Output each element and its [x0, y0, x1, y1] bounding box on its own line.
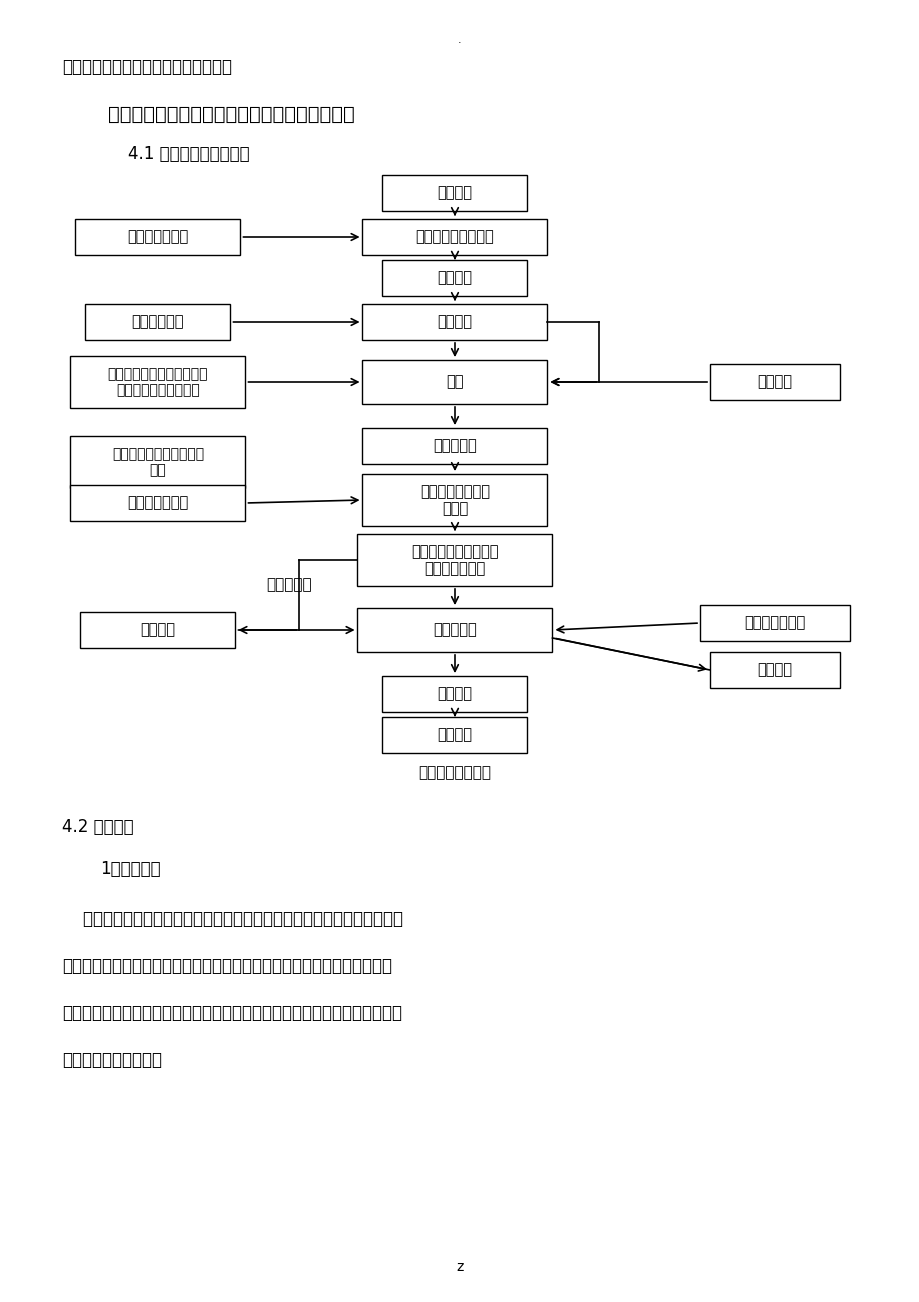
- Bar: [71, 486, 245, 521]
- Text: 序的测量工作均应按相应的程序进展。: 序的测量工作均应按相应的程序进展。: [62, 59, 232, 76]
- Text: 1）施工准备: 1）施工准备: [100, 861, 161, 878]
- Text: 埋设护筒、钻机就位: 埋设护筒、钻机就位: [415, 229, 494, 245]
- Bar: [71, 436, 245, 488]
- Text: 黏土造浆: 黏土造浆: [437, 271, 472, 285]
- Text: 二次清孔: 二次清孔: [141, 622, 176, 638]
- Bar: [699, 605, 849, 641]
- Text: 拼装导管和混凝土
土料斗: 拼装导管和混凝土 土料斗: [420, 484, 490, 516]
- Bar: [357, 608, 552, 652]
- Text: 做好钻孔记录: 做好钻孔记录: [131, 315, 184, 329]
- Text: 4.1 施工流程图见下列图: 4.1 施工流程图见下列图: [128, 145, 249, 163]
- Bar: [709, 652, 839, 687]
- Bar: [85, 303, 231, 340]
- Text: 灌注桩施工流程图: 灌注桩施工流程图: [418, 766, 491, 780]
- Text: 以免产生不均匀沉降；在施工范围内不阻碍桩基施工的场地挖好泥浆池和沉: 以免产生不均匀沉降；在施工范围内不阻碍桩基施工的场地挖好泥浆池和沉: [62, 957, 391, 975]
- Bar: [382, 676, 527, 712]
- Text: 淀池，用钢管围护并安装平安网，设警示标志，同时做好施工现场排水工作，: 淀池，用钢管围护并安装平安网，设警示标志，同时做好施工现场排水工作，: [62, 1004, 402, 1022]
- Text: 清孔: 清孔: [446, 375, 463, 389]
- Bar: [71, 355, 245, 408]
- Bar: [362, 474, 547, 526]
- Text: 钢筋笼加工制作、检查、
运输: 钢筋笼加工制作、检查、 运输: [112, 447, 204, 477]
- Text: ·: ·: [458, 38, 461, 48]
- Text: 4.2 施工方法: 4.2 施工方法: [62, 818, 133, 836]
- Bar: [75, 219, 240, 255]
- Text: 吊装钢筋笼: 吊装钢筋笼: [433, 439, 476, 453]
- Text: 钻进成孔: 钻进成孔: [437, 315, 472, 329]
- Text: 试件制作: 试件制作: [756, 663, 791, 677]
- Bar: [362, 303, 547, 340]
- Bar: [709, 365, 839, 400]
- Text: 监理报检: 监理报检: [756, 375, 791, 389]
- Bar: [382, 260, 527, 296]
- Text: 撤除导管: 撤除导管: [437, 686, 472, 702]
- Text: 不符合要求: 不符合要求: [267, 578, 312, 592]
- Bar: [357, 534, 552, 586]
- Bar: [81, 612, 235, 648]
- Text: 测量、复核桩位: 测量、复核桩位: [127, 229, 188, 245]
- Bar: [362, 428, 547, 464]
- Text: 检测孔深、孔径、垂直度、
沉渣厚度、泥浆等指标: 检测孔深、孔径、垂直度、 沉渣厚度、泥浆等指标: [108, 367, 208, 397]
- Text: 检查孔内泥浆性能指标
和孔底沉淀厚度: 检查孔内泥浆性能指标 和孔底沉淀厚度: [411, 544, 498, 577]
- Text: 罐车运输混凝土: 罐车运输混凝土: [743, 616, 805, 630]
- Text: 检查导管等设备: 检查导管等设备: [127, 496, 188, 510]
- Bar: [362, 219, 547, 255]
- Text: 四、反循环钻孔灌注桩施工工艺流程和施工方法: 四、反循环钻孔灌注桩施工工艺流程和施工方法: [108, 105, 355, 124]
- Bar: [382, 174, 527, 211]
- Text: 确保施工场地不积水。: 确保施工场地不积水。: [62, 1051, 162, 1069]
- Text: z: z: [456, 1260, 463, 1273]
- Bar: [382, 717, 527, 753]
- Text: 钻机就位: 钻机就位: [437, 728, 472, 742]
- Bar: [362, 359, 547, 404]
- Text: 施工准备: 施工准备: [437, 185, 472, 201]
- Text: 施工前应平整场地，去除杂物，换除表层软土，保证钻机底座填土密实，: 施工前应平整场地，去除杂物，换除表层软土，保证钻机底座填土密实，: [62, 910, 403, 928]
- Text: 灌注混凝土: 灌注混凝土: [433, 622, 476, 638]
